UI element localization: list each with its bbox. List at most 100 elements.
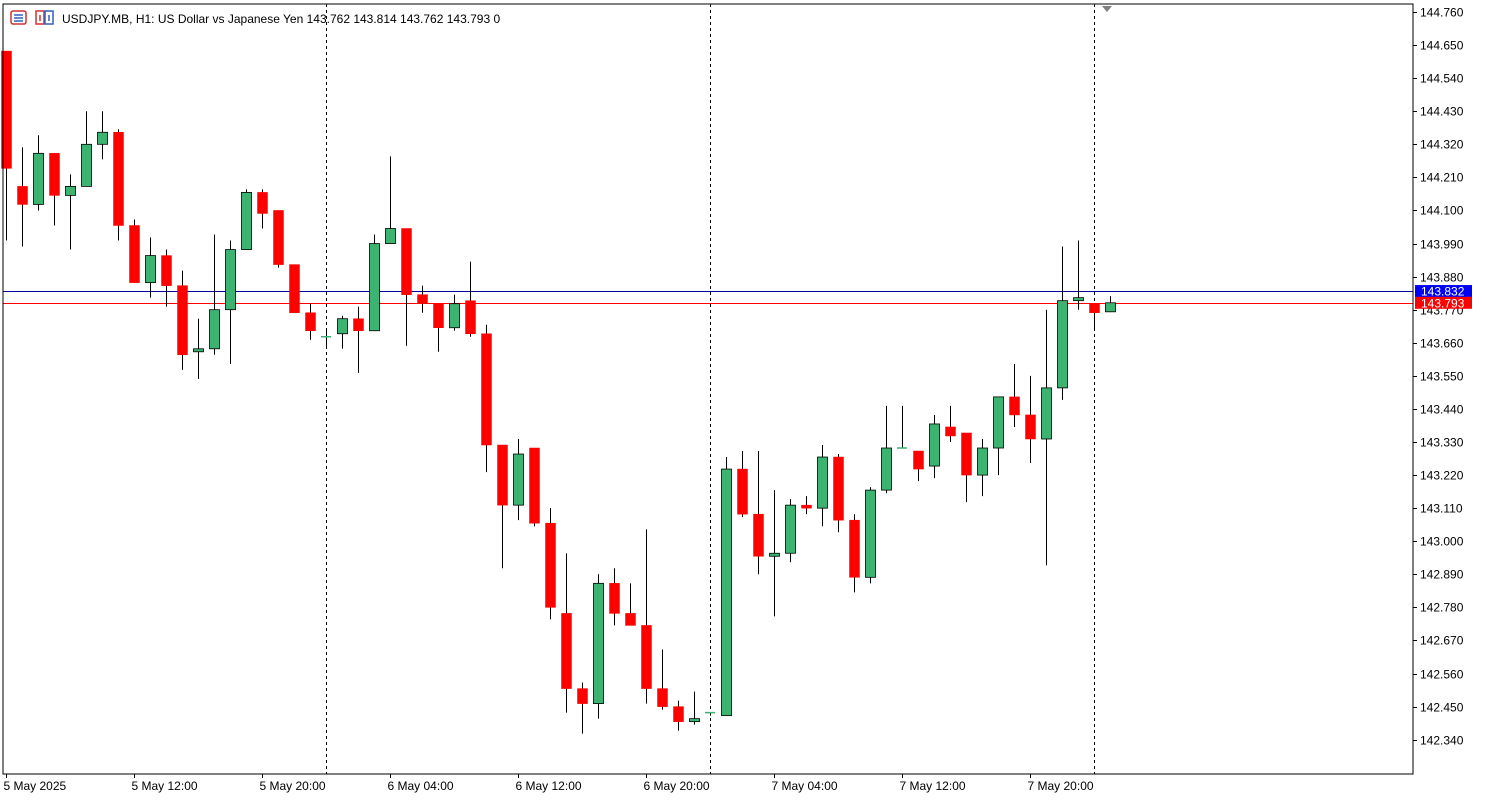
candle-body: [737, 468, 748, 515]
bear-candle: [1, 50, 12, 241]
bid-price-badge-text: 143.793: [1421, 296, 1465, 310]
bear-candle: [433, 303, 444, 352]
candle-body: [1025, 414, 1036, 440]
bull-candle: [513, 438, 524, 521]
menu-icon[interactable]: [10, 10, 27, 25]
bear-candle: [497, 444, 508, 569]
bull-candle: [721, 457, 732, 717]
bear-candle: [673, 700, 684, 731]
candle-body: [881, 447, 892, 491]
candle-body: [673, 706, 684, 722]
ask-price-badge-text: 143.832: [1421, 285, 1465, 299]
price-tick-label: 144.320: [1420, 138, 1464, 152]
price-tick-label: 143.550: [1420, 370, 1464, 384]
symbol-label: USDJPY.MB: [62, 12, 129, 26]
bear-candle: [641, 529, 652, 704]
bear-candle: [945, 405, 956, 443]
candles: [1, 50, 1116, 734]
candle-body: [145, 255, 156, 284]
candle-body: [465, 300, 476, 334]
candle-body: [961, 432, 972, 476]
price-tick-label: 144.540: [1420, 72, 1464, 86]
bull-candle: [241, 189, 252, 250]
time-tick-label: 5 May 2025: [4, 779, 67, 793]
candle-body: [417, 294, 428, 304]
price-tick-label: 143.440: [1420, 403, 1464, 417]
price-axis[interactable]: 144.760 144.650 144.540 144.430 144.320 144.2…: [1413, 6, 1464, 748]
price-tick-label: 142.670: [1420, 634, 1464, 648]
bull-candle: [145, 237, 156, 298]
bear-candle: [737, 451, 748, 518]
candle-body: [945, 426, 956, 437]
bull-candle: [65, 174, 76, 250]
candle-body: [1041, 387, 1052, 440]
bear-candle: [801, 496, 812, 515]
candle-body: [337, 318, 348, 335]
bear-candle: [17, 147, 28, 247]
bear-candle: [465, 261, 476, 337]
candle-body: [849, 519, 860, 578]
price-tick-label: 144.100: [1420, 204, 1464, 218]
bull-candle: [897, 405, 907, 449]
candle-body: [113, 132, 124, 226]
candle-body: [545, 522, 556, 608]
price-tick-label: 143.880: [1420, 271, 1464, 285]
candle-body: [753, 513, 764, 557]
bull-candle: [209, 234, 220, 355]
bull-candle: [865, 487, 876, 584]
price-tick-label: 142.890: [1420, 568, 1464, 582]
candle-body: [129, 225, 140, 283]
price-tick-label: 143.220: [1420, 469, 1464, 483]
bear-candle: [545, 508, 556, 620]
bull-candle: [769, 490, 780, 617]
candle-body: [449, 303, 460, 329]
candle-body: [161, 255, 172, 286]
chart-shift-marker-icon[interactable]: [1102, 6, 1112, 12]
bear-candle: [305, 303, 316, 340]
candle-body: [177, 285, 188, 356]
price-lines: [3, 291, 1413, 304]
candle-body: [65, 186, 76, 196]
time-axis[interactable]: 5 May 2025 5 May 12:00 5 May 20:00 6 May 04…: [4, 774, 1094, 793]
bear-candle: [577, 682, 588, 734]
svg-text:USDJPY.MB, H1: US Dollar vs J: USDJPY.MB, H1: US Dollar vs Japanese Yen…: [62, 12, 500, 26]
time-tick-label: 5 May 12:00: [132, 779, 198, 793]
candle-body: [369, 243, 380, 332]
bear-candle: [1089, 303, 1100, 331]
candle-body: [913, 450, 924, 470]
bull-candle: [81, 111, 92, 187]
one-click-trading-icon[interactable]: [35, 10, 54, 25]
bear-candle: [961, 432, 972, 503]
bid-price-badge: [1415, 296, 1472, 309]
bear-candle: [401, 228, 412, 346]
price-tick-label: 143.990: [1420, 238, 1464, 252]
candle-body: [193, 348, 204, 353]
bear-candle: [529, 447, 540, 527]
timeframe-label: H1: [136, 12, 152, 26]
time-tick-label: 6 May 20:00: [644, 779, 710, 793]
price-tick-label: 144.210: [1420, 171, 1464, 185]
time-tick-label: 7 May 20:00: [1028, 779, 1094, 793]
bull-candle: [1105, 296, 1116, 313]
bull-candle: [321, 330, 331, 349]
bull-candle: [705, 711, 715, 716]
price-tick-label: 142.340: [1420, 734, 1464, 748]
candle-body: [1073, 297, 1084, 302]
description-label: US Dollar vs Japanese Yen: [158, 12, 303, 26]
candle-body: [1, 50, 12, 169]
candle-body: [657, 688, 668, 707]
price-tick-label: 143.000: [1420, 535, 1464, 549]
bear-candle: [161, 249, 172, 307]
candle-body: [305, 312, 316, 331]
candle-body: [641, 625, 652, 689]
bull-candle: [593, 574, 604, 719]
candle-body: [561, 613, 572, 689]
bull-candle: [929, 414, 940, 479]
candle-body: [97, 131, 108, 145]
bull-candle: [193, 318, 204, 379]
candle-body: [433, 303, 444, 328]
